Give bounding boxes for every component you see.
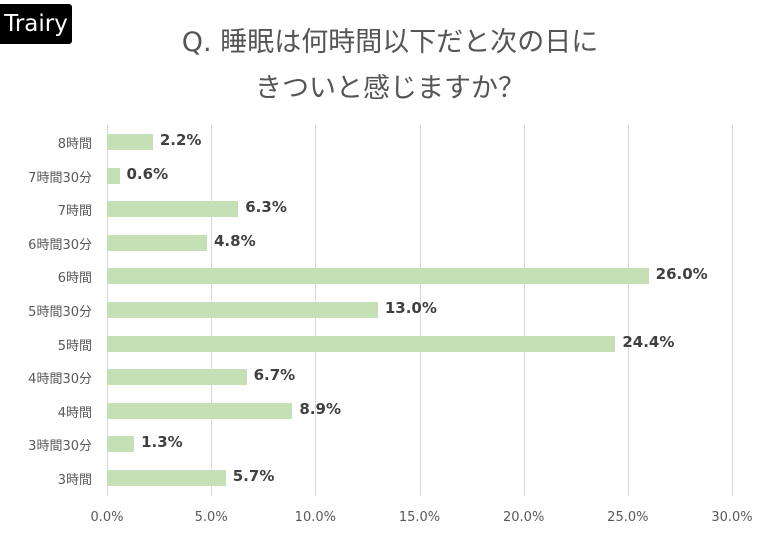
data-label: 26.0% xyxy=(655,265,708,284)
bar xyxy=(107,335,616,352)
gridline xyxy=(419,125,421,495)
bar xyxy=(107,402,293,419)
gridline xyxy=(523,125,525,495)
category-label: 7時間 xyxy=(57,204,92,220)
data-label: 2.2% xyxy=(159,131,202,149)
bar xyxy=(107,134,153,150)
data-label: 13.0% xyxy=(384,299,437,317)
bar-row: 24.4% xyxy=(107,327,732,361)
category-label: 4時間 xyxy=(57,405,92,421)
data-label: 8.9% xyxy=(299,399,342,418)
data-label: 0.6% xyxy=(126,164,169,183)
bar xyxy=(107,234,207,251)
bar-row: 8.9% xyxy=(107,394,732,428)
bar-row: 26.0% xyxy=(107,259,732,293)
category-label: 3時間30分 xyxy=(28,439,92,455)
x-tick-label: 0.0% xyxy=(90,510,124,525)
bar-row: 5.7% xyxy=(107,461,732,495)
bar-row: 6.7% xyxy=(107,360,732,394)
gridline xyxy=(627,125,629,495)
data-label: 4.8% xyxy=(214,231,256,250)
x-tick-label: 30.0% xyxy=(711,510,753,525)
bar xyxy=(107,369,247,386)
category-label: 7時間30分 xyxy=(28,170,92,186)
bar-row: 1.3% xyxy=(107,427,732,461)
category-label: 3時間 xyxy=(57,473,92,488)
data-label: 5.7% xyxy=(232,467,275,485)
x-tick-label: 25.0% xyxy=(607,510,649,525)
category-label: 6時間30分 xyxy=(28,237,92,253)
bar xyxy=(107,302,378,318)
x-tick-label: 20.0% xyxy=(503,510,545,525)
chart-title-line2: きついと感じますか？ xyxy=(255,73,525,104)
bar-row: 6.3% xyxy=(107,192,732,226)
data-label: 24.4% xyxy=(622,332,675,351)
x-tick-label: 10.0% xyxy=(294,510,336,525)
brand-logo: Trairy xyxy=(0,4,72,44)
plot-area: 2.2% 0.6% 6.3% 4.8% 26.0% 13.0% 24.4% 6.7% 8.9% 1… xyxy=(107,125,733,495)
gridline xyxy=(732,125,733,495)
category-label: 5時間30分 xyxy=(28,305,92,320)
bar xyxy=(107,436,135,453)
bar xyxy=(107,268,649,285)
category-label: 6時間 xyxy=(57,271,92,287)
bar-row: 0.6% xyxy=(107,159,732,193)
bar xyxy=(107,167,120,184)
data-label: 6.7% xyxy=(253,366,296,385)
data-label: 1.3% xyxy=(141,433,183,452)
bar xyxy=(107,201,239,218)
bar-row: 4.8% xyxy=(107,226,732,260)
bar-row: 13.0% xyxy=(107,293,732,327)
bar-row: 2.2% xyxy=(107,125,732,159)
bar xyxy=(107,470,226,486)
category-label: 5時間 xyxy=(57,338,92,354)
category-label: 8時間 xyxy=(57,137,92,152)
x-tick-label: 5.0% xyxy=(194,510,228,525)
chart-title-line1: Q. 睡眠は何時間以下だと次の日に xyxy=(181,27,599,58)
data-label: 6.3% xyxy=(245,198,287,217)
category-label: 4時間30分 xyxy=(28,372,92,388)
x-tick-label: 15.0% xyxy=(398,510,441,525)
